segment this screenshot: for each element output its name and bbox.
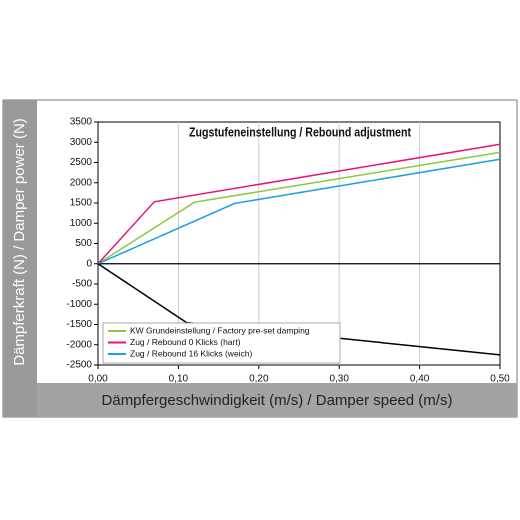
legend-box [102,322,341,364]
series-line [97,158,501,265]
x-tick-label: 0,30 [329,374,349,385]
y-tick-label: 3000 [70,137,93,148]
series-line [97,263,501,356]
y-tick-label: 0 [86,258,92,269]
legend-label: Zug / Rebound 16 Klicks (weich) [130,348,253,358]
y-tick-label: -1500 [66,319,92,330]
y-label-band [3,100,37,417]
y-tick-label: 2000 [70,177,93,188]
y-tick-label: 3500 [70,117,93,128]
y-tick-label: -2500 [66,360,92,371]
y-tick-label: -2000 [66,339,92,350]
series-line [97,143,501,265]
series-line [97,151,501,265]
y-tick-label: 500 [75,238,92,249]
x-label-band [37,383,517,417]
legend-label: KW Grundeinstellung / Factory pre-set da… [130,325,310,335]
x-tick-label: 0,10 [169,374,189,385]
y-tick-label: 2500 [70,157,93,168]
x-tick-label: 0,50 [490,374,510,385]
y-tick-label: 1500 [70,198,93,209]
x-tick-label: 0,40 [410,374,430,385]
legend-label: Zug / Rebound 0 Klicks (hart) [130,337,241,347]
chart-title: Zugstufeneinstellung / Rebound adjustmen… [189,124,412,139]
y-axis-label: Dämpferkraft (N) / Damper power (N) [11,118,28,366]
y-tick-label: 1000 [70,218,93,229]
x-tick-label: 0,20 [249,374,269,385]
y-tick-label: -500 [72,279,92,290]
x-axis-label: Dämpfergeschwindigkeit (m/s) / Damper sp… [102,392,453,409]
x-tick-label: 0,00 [88,374,108,385]
y-tick-label: -1000 [66,299,92,310]
